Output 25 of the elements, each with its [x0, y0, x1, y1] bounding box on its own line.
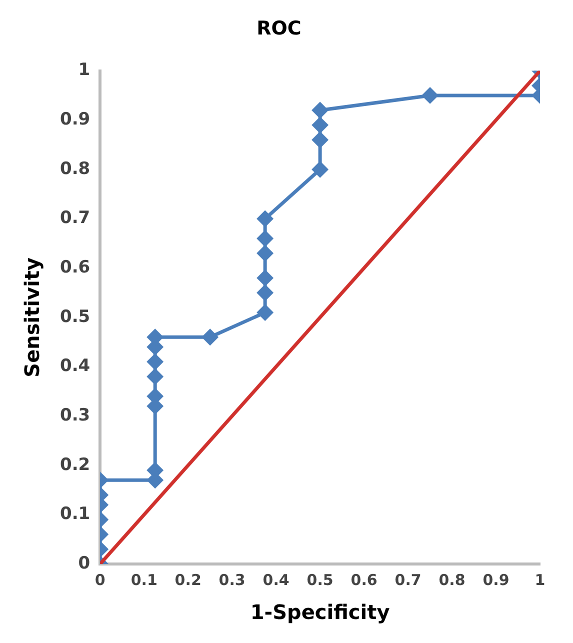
y-tick-label: 0.4 [60, 356, 90, 376]
x-tick-label: 0.8 [438, 570, 466, 589]
y-tick-label: 0.3 [60, 405, 90, 426]
y-tick-label: 0.6 [60, 258, 90, 278]
y-tick-label: 0.5 [60, 306, 90, 327]
y-tick-label: 0.1 [60, 504, 90, 524]
y-axis-title: Sensitivity [20, 257, 44, 378]
x-tick-label: 0.6 [350, 570, 378, 589]
x-tick-label: 0.4 [262, 570, 290, 589]
x-tick-label: 0.9 [482, 570, 510, 589]
chart-title: ROC [256, 17, 302, 40]
x-tick-label: 0 [94, 570, 106, 589]
y-tick-label: 0.9 [60, 110, 90, 130]
y-tick-label: 0.8 [60, 158, 90, 179]
x-tick-label: 0.1 [130, 570, 158, 589]
x-tick-label: 0.3 [218, 570, 246, 589]
y-tick-label: 0 [78, 553, 90, 574]
y-tick-label: 0.2 [60, 454, 90, 475]
x-tick-label: 0.7 [394, 570, 422, 589]
x-tick-label: 0.5 [306, 570, 334, 589]
x-tick-label: 1 [534, 570, 546, 589]
x-axis-title: 1-Specificity [250, 600, 390, 624]
y-tick-label: 1 [78, 60, 90, 80]
y-tick-label: 0.7 [60, 208, 90, 228]
x-tick-label: 0.2 [174, 570, 202, 589]
